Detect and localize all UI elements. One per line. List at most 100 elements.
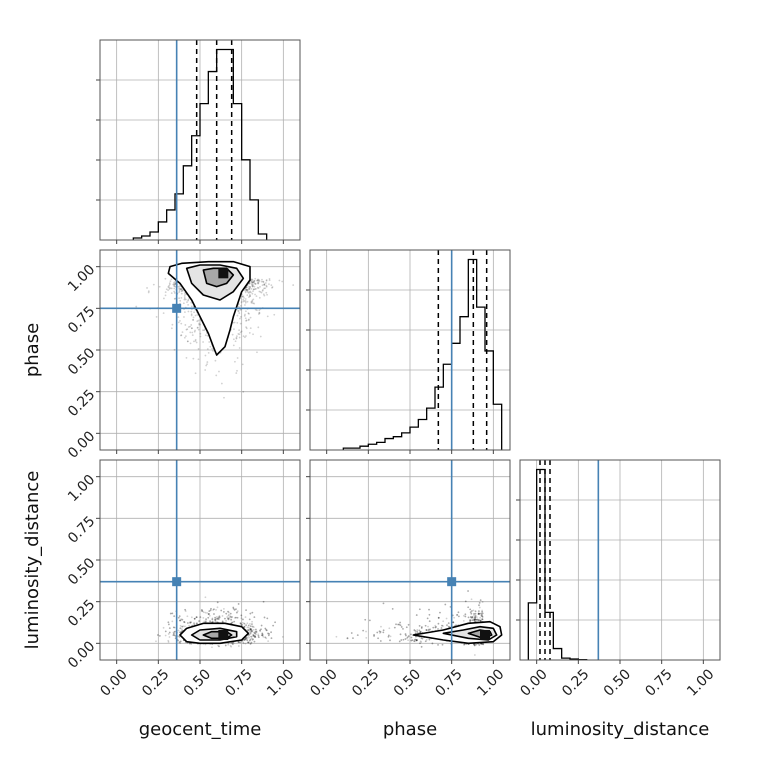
scatter-point — [416, 630, 419, 633]
scatter-point — [252, 635, 255, 638]
scatter-point — [216, 617, 218, 620]
scatter-point — [180, 292, 183, 295]
scatter-point — [253, 634, 255, 637]
scatter-point — [265, 629, 268, 632]
scatter-point — [173, 290, 176, 293]
scatter-point — [177, 285, 179, 288]
scatter-point — [246, 626, 249, 629]
scatter-point — [256, 351, 258, 354]
scatter-point — [249, 638, 252, 641]
scatter-point — [232, 607, 235, 610]
scatter-point — [174, 297, 177, 300]
scatter-point — [227, 617, 230, 620]
scatter-point — [248, 318, 250, 321]
scatter-point — [227, 618, 230, 621]
scatter-point — [257, 282, 260, 284]
scatter-point — [192, 357, 195, 360]
scatter-point — [213, 608, 215, 611]
scatter-point — [217, 644, 219, 647]
scatter-point — [206, 612, 209, 614]
scatter-point — [197, 328, 200, 331]
scatter-point — [251, 625, 254, 628]
scatter-point — [253, 279, 256, 282]
scatter-point — [190, 314, 193, 317]
scatter-point — [260, 628, 262, 631]
scatter-point — [168, 286, 171, 289]
scatter-point — [257, 278, 259, 281]
scatter-point — [189, 642, 191, 645]
scatter-point — [244, 637, 247, 640]
scatter-point — [239, 622, 242, 625]
scatter-point — [245, 290, 247, 293]
scatter-point — [232, 607, 235, 610]
scatter-point — [264, 628, 267, 631]
scatter-point — [230, 621, 233, 624]
scatter-point — [220, 382, 223, 385]
scatter-point — [242, 642, 245, 645]
scatter-point — [172, 283, 175, 286]
scatter-point — [265, 637, 268, 640]
scatter-point — [183, 621, 186, 624]
scatter-point — [257, 634, 260, 637]
scatter-point — [184, 608, 187, 611]
scatter-point — [266, 315, 269, 318]
scatter-point — [254, 282, 257, 285]
x-tick-label: 1.00 — [264, 666, 297, 699]
scatter-point — [252, 333, 254, 336]
scatter-point — [249, 642, 252, 645]
scatter-point — [247, 624, 250, 627]
scatter-point — [241, 623, 243, 626]
scatter-point — [252, 635, 255, 638]
scatter-point — [230, 645, 233, 648]
scatter-point — [218, 645, 220, 648]
scatter-point — [180, 334, 182, 337]
scatter-point — [224, 644, 227, 647]
scatter-point — [241, 295, 244, 298]
scatter-point — [259, 285, 261, 288]
scatter-point — [251, 299, 254, 302]
y-tick-label: 1.00 — [65, 262, 98, 295]
scatter-point — [257, 282, 260, 285]
x-tick-label: 1.00 — [684, 666, 717, 699]
scatter-point — [202, 611, 205, 614]
scatter-point — [265, 279, 268, 281]
scatter-point — [180, 628, 183, 631]
scatter-point — [244, 304, 246, 306]
scatter-point — [252, 302, 254, 305]
scatter-point — [240, 614, 243, 617]
scatter-point — [177, 316, 180, 319]
scatter-point — [190, 642, 193, 645]
scatter-point — [218, 645, 220, 648]
scatter-point — [173, 292, 176, 294]
scatter-point — [245, 286, 248, 289]
scatter-point — [180, 288, 183, 291]
scatter-point — [223, 607, 225, 610]
scatter-point — [447, 622, 450, 625]
scatter-point — [243, 639, 246, 642]
scatter-point — [253, 636, 256, 638]
scatter-point — [481, 613, 483, 616]
scatter-point — [256, 279, 258, 282]
scatter-point — [200, 609, 203, 612]
scatter-point — [245, 289, 248, 291]
scatter-point — [246, 289, 249, 291]
scatter-point — [274, 621, 276, 624]
scatter-point — [248, 631, 251, 634]
scatter-point — [260, 291, 263, 294]
scatter-point — [174, 630, 176, 633]
scatter-point — [246, 641, 249, 644]
scatter-point — [257, 279, 259, 282]
scatter-point — [237, 603, 240, 605]
scatter-point — [244, 310, 247, 313]
scatter-point — [243, 639, 246, 642]
scatter-point — [249, 612, 252, 615]
histogram-step-phase — [342, 258, 503, 450]
scatter-point — [195, 616, 198, 619]
scatter-point — [172, 626, 175, 629]
scatter-point — [178, 287, 181, 289]
scatter-point — [222, 610, 225, 613]
scatter-point — [179, 642, 182, 644]
scatter-point — [237, 641, 240, 643]
scatter-point — [262, 600, 265, 603]
scatter-point — [248, 636, 251, 639]
